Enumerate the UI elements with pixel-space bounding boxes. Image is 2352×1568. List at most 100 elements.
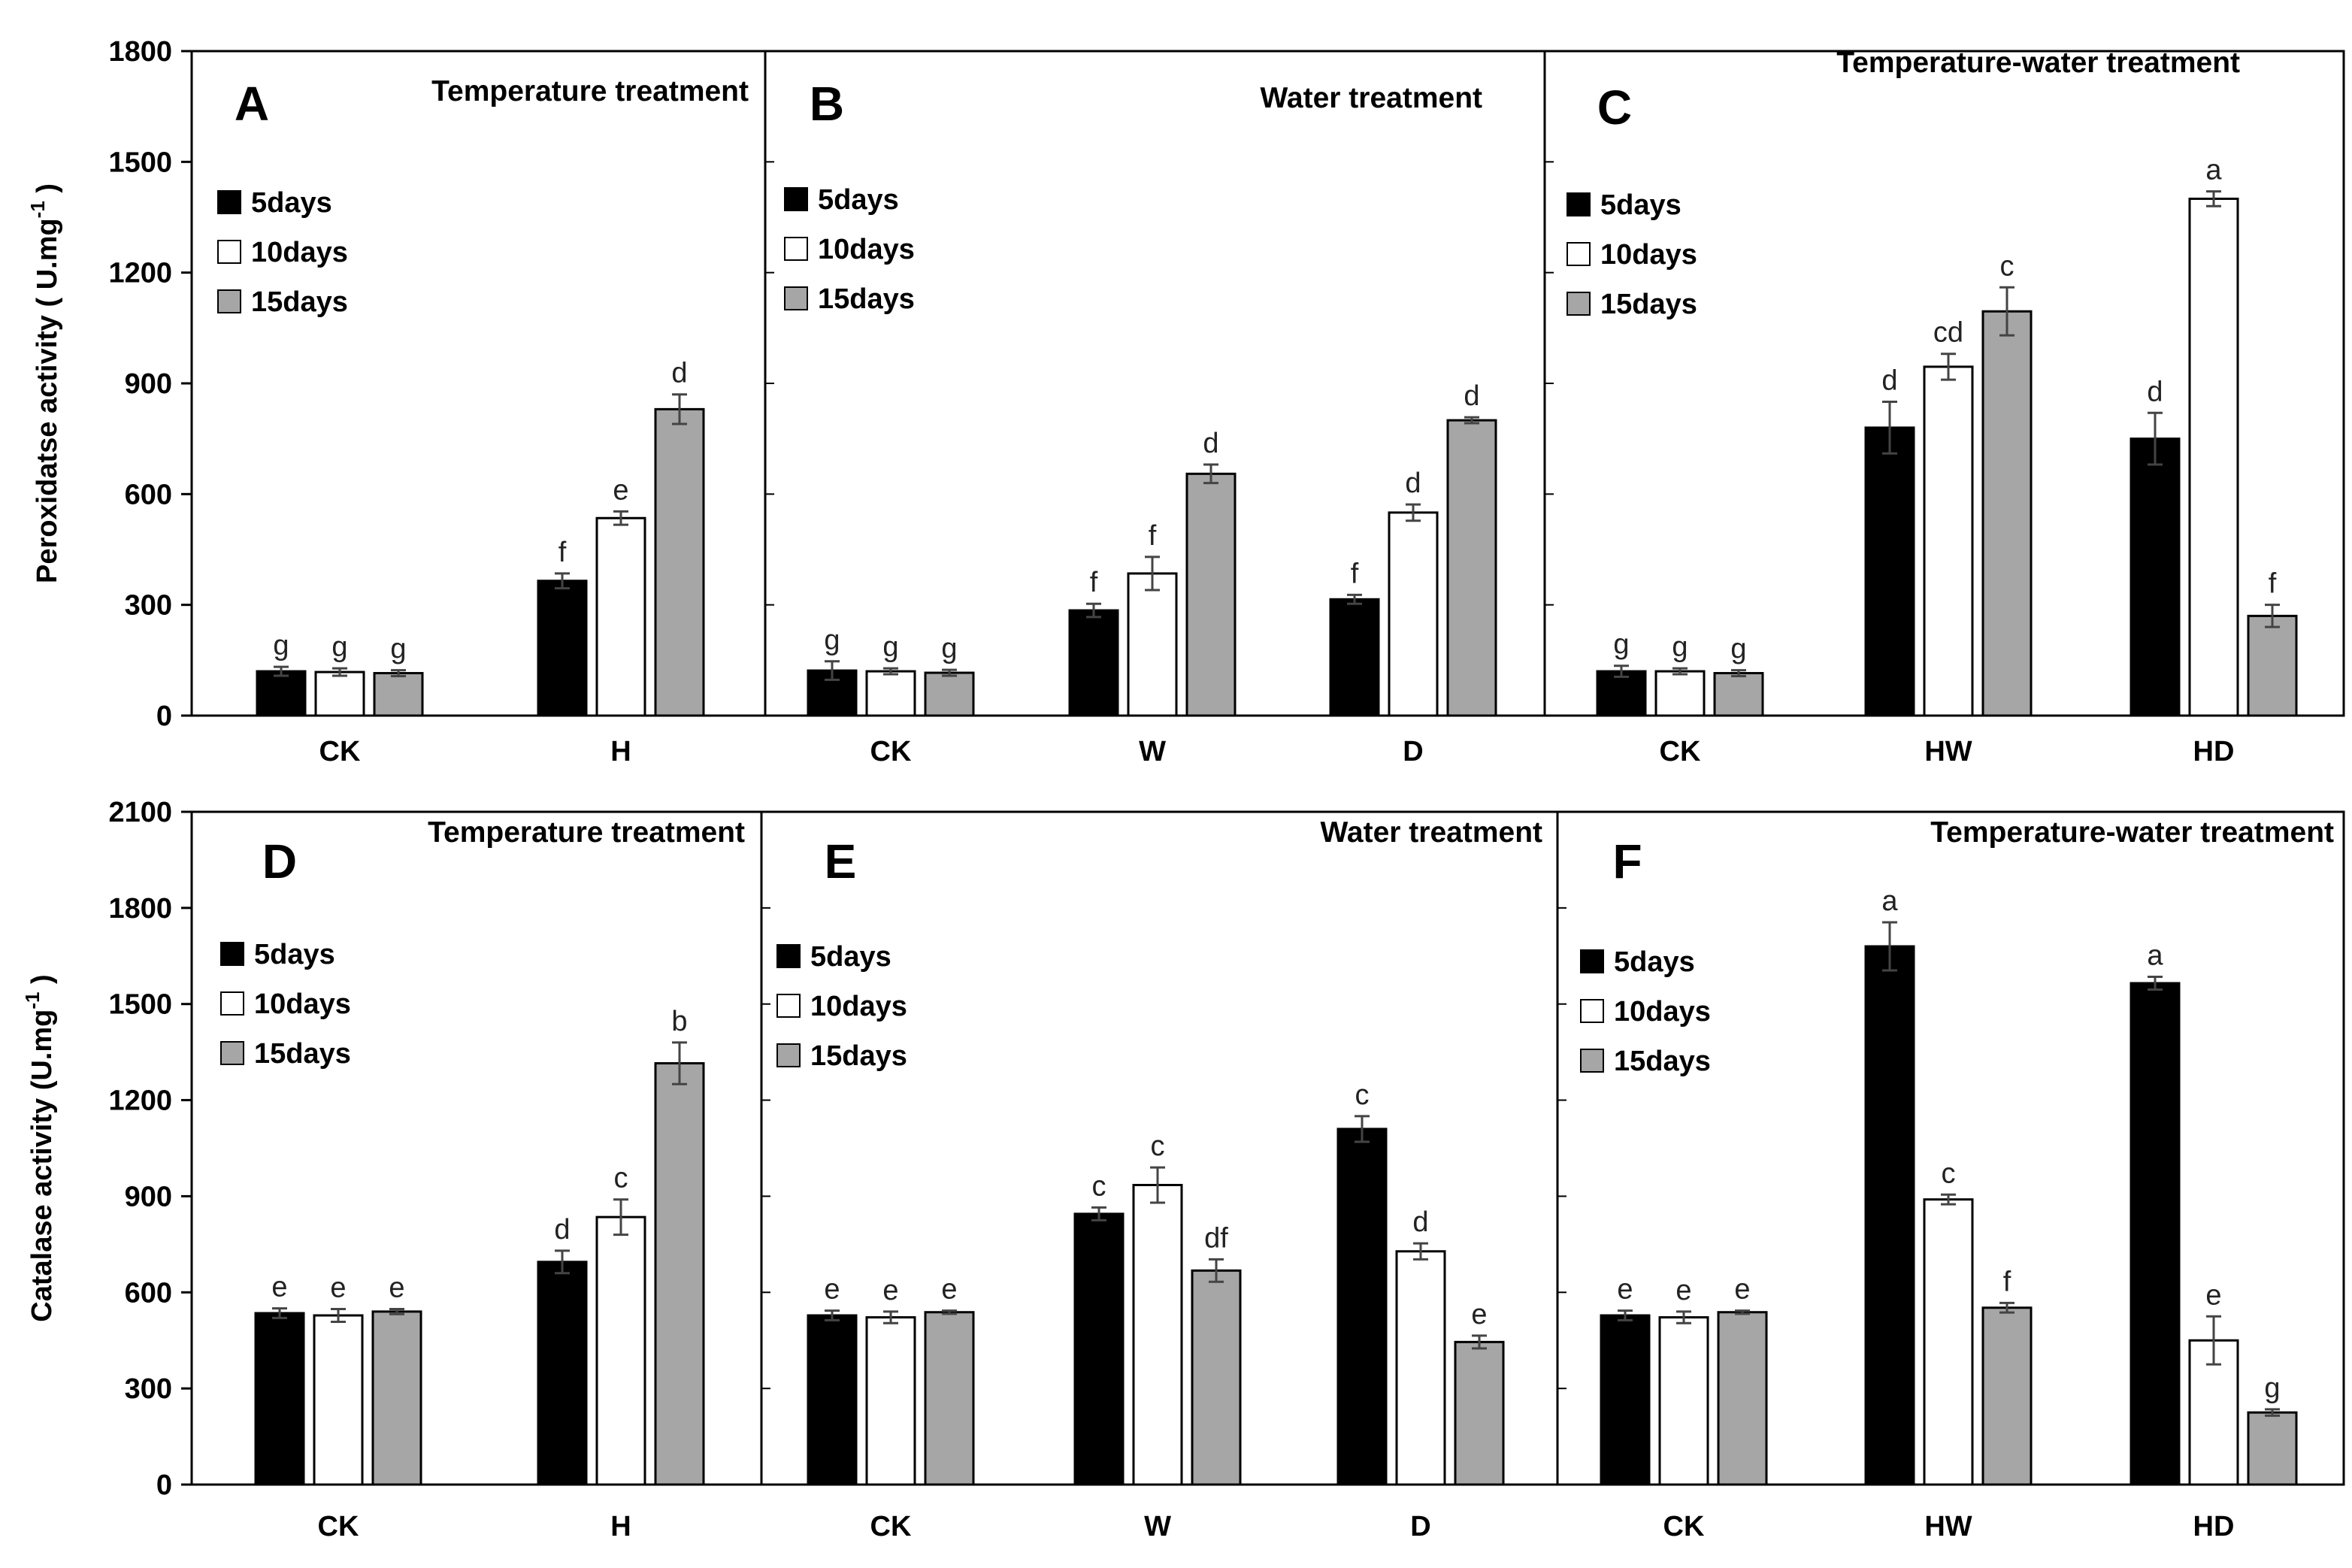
bar <box>865 670 916 717</box>
x-category-label: HD <box>2193 736 2235 767</box>
y-tick-label: 600 <box>125 479 172 510</box>
bar <box>595 1215 646 1486</box>
legend-swatch <box>784 237 808 261</box>
bar <box>1132 1184 1183 1486</box>
legend-swatch <box>784 286 808 310</box>
significance-label: g <box>273 630 289 661</box>
y-axis-label-text: Catalase activity (U.mg <box>26 1010 58 1322</box>
bar <box>314 670 365 717</box>
bar <box>1658 1316 1709 1486</box>
legend-label: 15days <box>254 1038 351 1070</box>
bar <box>1388 511 1439 717</box>
significance-label: d <box>1412 1206 1428 1238</box>
panel-letter: D <box>262 834 297 888</box>
significance-label: g <box>882 631 898 663</box>
significance-label: c <box>1355 1079 1370 1111</box>
y-tick-label: 300 <box>125 1373 172 1405</box>
significance-label: e <box>330 1272 346 1303</box>
legend-label: 5days <box>818 184 899 216</box>
significance-label: d <box>2147 376 2163 407</box>
bar <box>1596 670 1647 717</box>
legend-label: 15days <box>810 1040 907 1072</box>
y-tick-label: 1500 <box>108 147 172 178</box>
significance-label: g <box>2264 1373 2280 1404</box>
significance-label: e <box>271 1272 287 1303</box>
x-category-label: D <box>1403 736 1423 767</box>
legend-label: 5days <box>810 941 891 973</box>
significance-label: df <box>1204 1222 1228 1254</box>
legend-swatch <box>1580 1049 1604 1073</box>
legend-swatch <box>217 190 241 214</box>
significance-label: e <box>1471 1299 1487 1330</box>
y-axis-label-text: Peroxidatse activity ( U.mg <box>32 218 63 583</box>
significance-label: e <box>1734 1274 1750 1306</box>
legend-swatch <box>1580 999 1604 1023</box>
bar <box>373 672 424 717</box>
y-axis-label-sup: -1 <box>21 992 44 1010</box>
bar <box>1454 1340 1505 1486</box>
legend-label: 15days <box>1600 289 1697 320</box>
x-category-label: D <box>1410 1511 1430 1542</box>
x-category-label: HW <box>1924 736 1972 767</box>
significance-label: g <box>1672 631 1688 663</box>
bar <box>256 670 307 717</box>
bar <box>2247 1411 2298 1486</box>
significance-label: g <box>390 634 406 665</box>
x-category-label: HD <box>2193 1511 2235 1542</box>
panel-title: Temperature treatment <box>428 816 745 849</box>
panel-letter: B <box>810 77 844 131</box>
panel-title: Temperature-water treatment <box>1836 47 2240 79</box>
bar <box>924 1311 975 1486</box>
bar <box>1717 1311 1768 1486</box>
x-category-label: CK <box>318 1511 359 1542</box>
bar <box>1600 1314 1651 1486</box>
legend-swatch <box>1566 192 1591 216</box>
panel-letter: C <box>1597 80 1632 135</box>
panel-letter: F <box>1612 834 1642 888</box>
y-axis-label: Catalase activity (U.mg-1 ) <box>21 974 58 1321</box>
legend-label: 15days <box>1614 1046 1711 1077</box>
panel-letter: E <box>825 834 857 888</box>
y-tick-label: 1500 <box>108 989 172 1021</box>
y-tick-label: 2100 <box>108 797 172 828</box>
significance-label: d <box>1405 468 1421 499</box>
bar <box>2130 982 2181 1486</box>
significance-label: e <box>1675 1275 1691 1306</box>
plot-frame <box>190 810 2345 1486</box>
significance-label: c <box>1942 1158 1956 1189</box>
bar <box>313 1314 364 1486</box>
bar <box>1395 1250 1446 1486</box>
bar <box>924 671 975 717</box>
significance-label: f <box>1149 520 1157 552</box>
x-category-label: CK <box>870 736 912 767</box>
bar <box>807 1314 858 1486</box>
legend-label: 10days <box>1600 239 1697 271</box>
y-tick-label: 900 <box>125 1181 172 1212</box>
x-category-label: CK <box>870 1511 912 1542</box>
significance-label: e <box>2205 1279 2221 1311</box>
bar <box>865 1316 916 1486</box>
significance-label: g <box>941 633 957 664</box>
bar <box>654 407 705 717</box>
bar <box>2188 197 2239 717</box>
y-axis-label: Peroxidatse activity ( U.mg-1 ) <box>26 183 63 583</box>
bar <box>1923 1198 1974 1486</box>
bar <box>1068 609 1119 717</box>
panel-title: Water treatment <box>1321 816 1542 849</box>
legend-label: 10days <box>818 234 915 265</box>
significance-label: g <box>1730 634 1746 665</box>
y-axis-label-tail: ) <box>26 974 58 991</box>
panel-title: Water treatment <box>1261 82 1482 114</box>
legend-label: 5days <box>254 939 335 970</box>
y-tick-label: 0 <box>156 701 172 732</box>
legend-swatch <box>220 991 244 1016</box>
legend-swatch <box>217 289 241 313</box>
significance-label: f <box>2269 568 2277 600</box>
bar <box>1654 670 1706 717</box>
significance-label: e <box>1617 1274 1633 1306</box>
bar <box>2130 437 2181 717</box>
significance-label: e <box>824 1274 840 1306</box>
y-tick-label: 900 <box>125 368 172 400</box>
bar <box>595 516 646 717</box>
legend-swatch <box>1580 949 1604 973</box>
